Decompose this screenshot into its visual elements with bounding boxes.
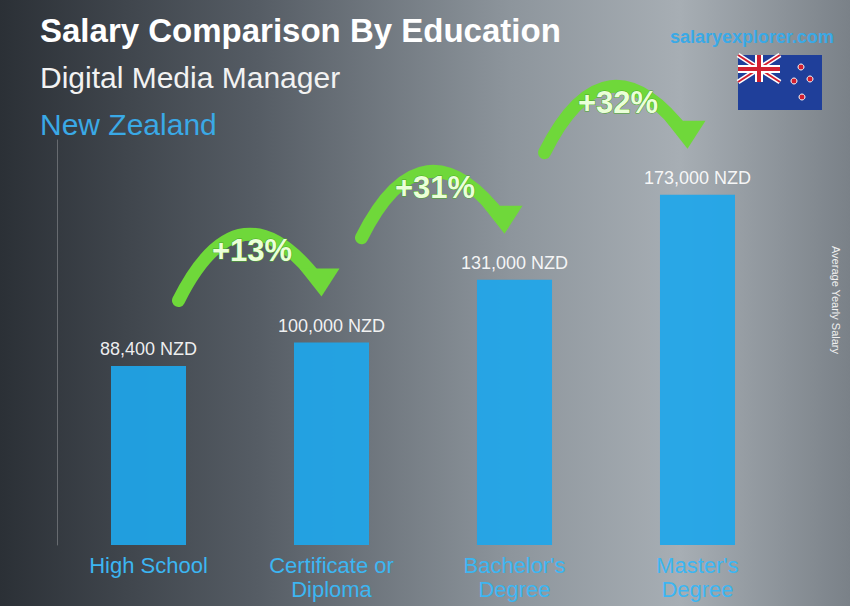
svg-text:Diploma: Diploma: [291, 577, 372, 602]
svg-text:100,000 NZD: 100,000 NZD: [278, 316, 385, 336]
svg-text:Degree: Degree: [478, 577, 550, 602]
svg-text:+13%: +13%: [212, 233, 292, 268]
svg-text:+31%: +31%: [395, 170, 475, 205]
svg-text:Bachelor's: Bachelor's: [463, 553, 565, 578]
svg-text:Salary Comparison By Education: Salary Comparison By Education: [40, 12, 561, 49]
svg-text:Average Yearly Salary: Average Yearly Salary: [830, 246, 842, 355]
svg-text:131,000 NZD: 131,000 NZD: [461, 253, 568, 273]
svg-text:Certificate or: Certificate or: [269, 553, 394, 578]
svg-text:Master's: Master's: [656, 553, 738, 578]
svg-text:High School: High School: [89, 553, 208, 578]
svg-text:173,000 NZD: 173,000 NZD: [644, 168, 751, 188]
svg-text:salaryexplorer.com: salaryexplorer.com: [670, 27, 834, 47]
svg-text:Digital Media Manager: Digital Media Manager: [40, 61, 340, 94]
svg-text:+32%: +32%: [578, 85, 658, 120]
svg-text:Degree: Degree: [661, 577, 733, 602]
svg-text:88,400 NZD: 88,400 NZD: [100, 339, 197, 359]
svg-text:New Zealand: New Zealand: [40, 108, 217, 141]
